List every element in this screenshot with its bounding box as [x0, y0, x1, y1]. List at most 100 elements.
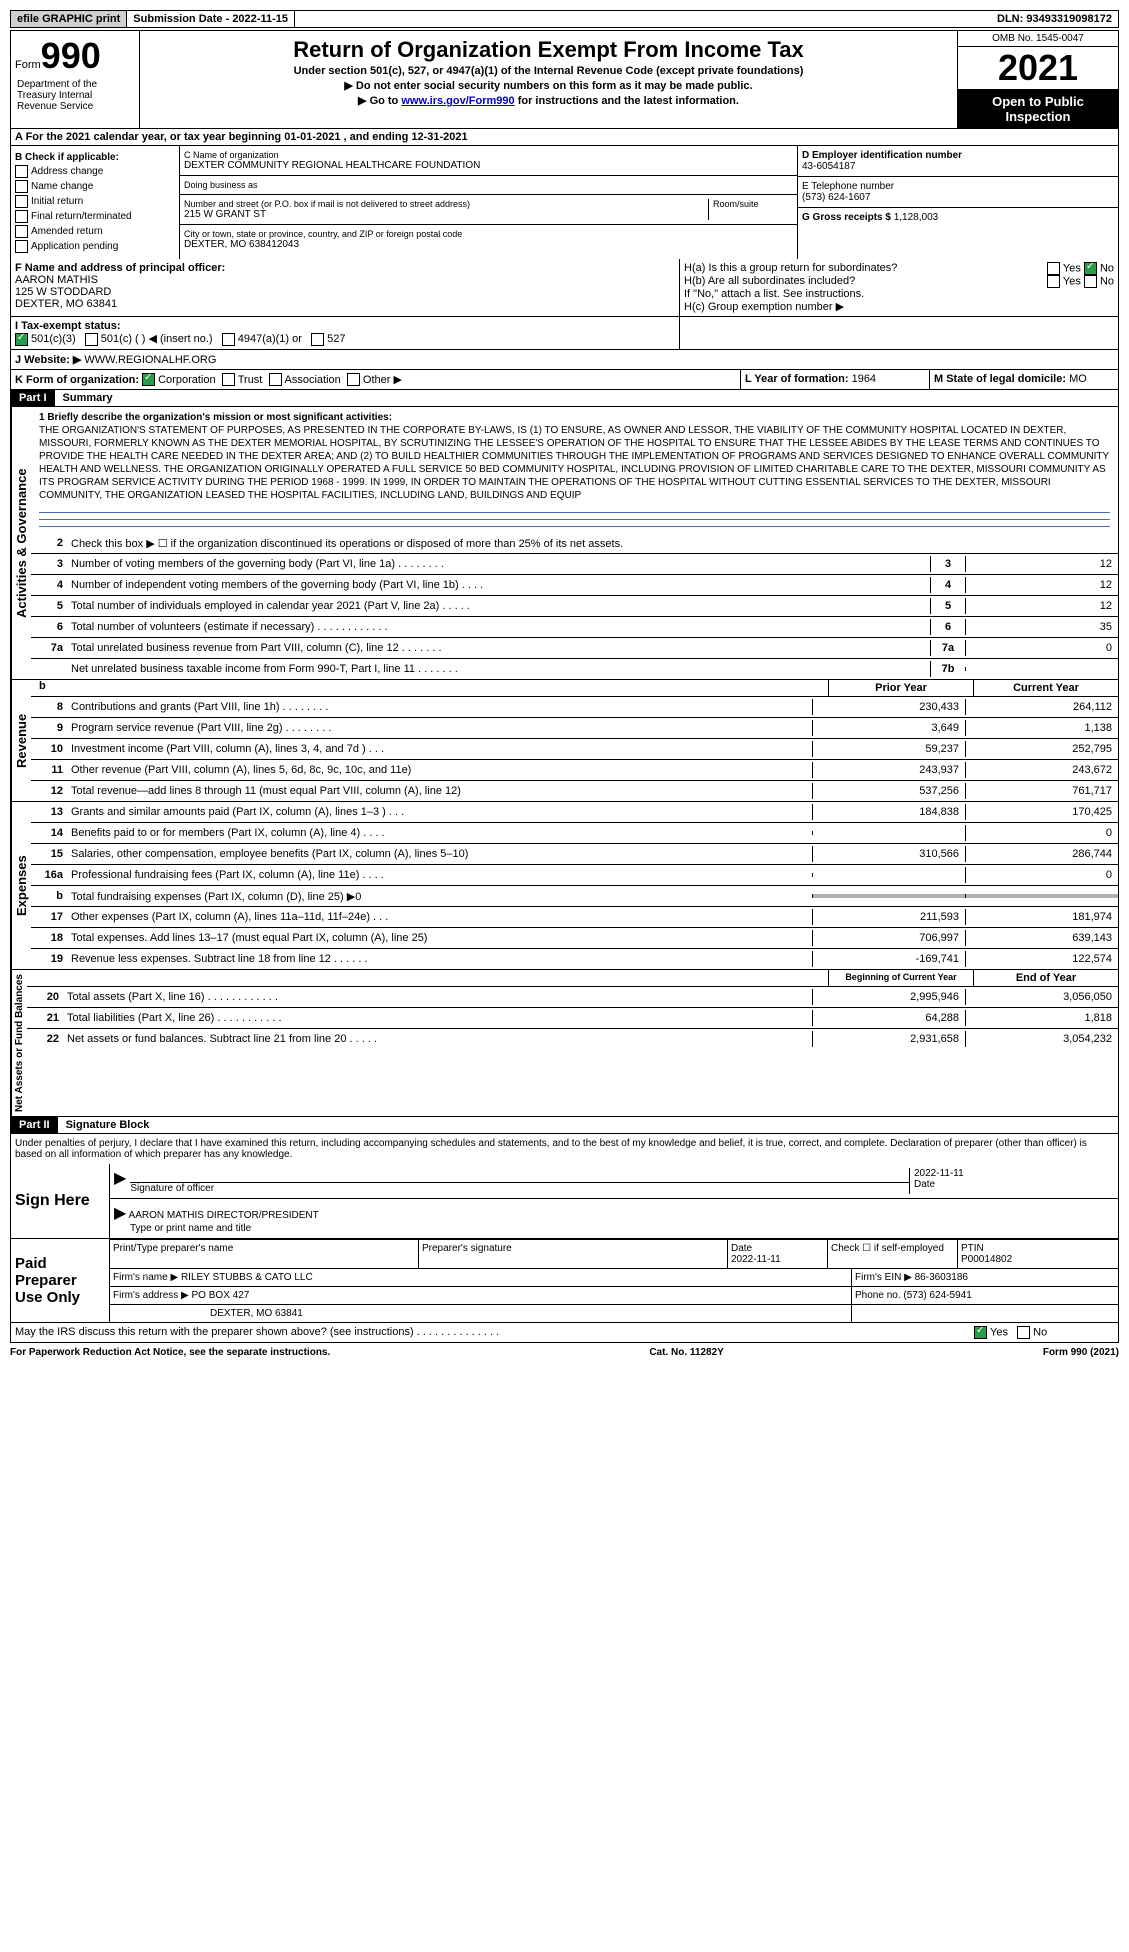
table-row: 15Salaries, other compensation, employee… [31, 844, 1118, 865]
page-footer: For Paperwork Reduction Act Notice, see … [10, 1343, 1119, 1362]
chk-initial: Initial return [15, 195, 175, 208]
checkbox-icon[interactable] [85, 333, 98, 346]
table-row: 20Total assets (Part X, line 16) . . . .… [27, 987, 1118, 1008]
irs-link[interactable]: www.irs.gov/Form990 [401, 95, 514, 107]
subtitle-3-pre: ▶ Go to [358, 95, 401, 107]
table-row: 21Total liabilities (Part X, line 26) . … [27, 1008, 1118, 1029]
footer-center: Cat. No. 11282Y [649, 1347, 723, 1358]
part-2-header: Part II Signature Block [10, 1117, 1119, 1134]
table-row: 10Investment income (Part VIII, column (… [31, 739, 1118, 760]
checkbox-icon[interactable] [15, 333, 28, 346]
phone-label: E Telephone number [802, 181, 1114, 192]
line-2: Check this box ▶ ☐ if the organization d… [67, 535, 1118, 552]
table-row: 14Benefits paid to or for members (Part … [31, 823, 1118, 844]
checkbox-icon[interactable] [347, 373, 360, 386]
checkbox-icon[interactable] [15, 210, 28, 223]
divider [39, 526, 1110, 527]
table-row: 5Total number of individuals employed in… [31, 596, 1118, 617]
part-1-badge: Part I [11, 390, 55, 406]
row-klm: K Form of organization: Corporation Trus… [10, 370, 1119, 391]
efile-print[interactable]: efile GRAPHIC print [11, 11, 127, 27]
row-i: I Tax-exempt status: 501(c)(3) 501(c) ( … [10, 317, 1119, 350]
org-name: DEXTER COMMUNITY REGIONAL HEALTHCARE FOU… [184, 160, 793, 171]
chk-address: Address change [15, 165, 175, 178]
checkbox-icon[interactable] [269, 373, 282, 386]
checkbox-icon[interactable] [1047, 262, 1060, 275]
col-headers-na: Beginning of Current Year End of Year [27, 970, 1118, 987]
checkbox-icon[interactable] [222, 333, 235, 346]
form-label: Form [15, 59, 41, 71]
col-begin: Beginning of Current Year [828, 970, 973, 986]
preparer-grid: Print/Type preparer's name Preparer's si… [110, 1239, 1118, 1269]
website-label: J Website: ▶ [15, 354, 81, 366]
table-row: 9Program service revenue (Part VIII, lin… [31, 718, 1118, 739]
vert-label-ag: Activities & Governance [11, 407, 31, 679]
table-row: 4Number of independent voting members of… [31, 575, 1118, 596]
hb-note: If "No," attach a list. See instructions… [684, 288, 1114, 300]
vert-label-exp: Expenses [11, 802, 31, 969]
sign-here-label: Sign Here [11, 1164, 110, 1238]
subtitle-3-post: for instructions and the latest informat… [515, 95, 739, 107]
footer-left: For Paperwork Reduction Act Notice, see … [10, 1347, 330, 1358]
checkbox-icon[interactable] [222, 373, 235, 386]
table-row: 19Revenue less expenses. Subtract line 1… [31, 949, 1118, 969]
section-net-assets: Net Assets or Fund Balances Beginning of… [10, 970, 1119, 1117]
part-1-title: Summary [55, 390, 121, 406]
checkbox-icon[interactable] [974, 1326, 987, 1339]
divider [39, 512, 1110, 513]
part-2-title: Signature Block [58, 1117, 158, 1133]
section-activities-governance: Activities & Governance 1 Briefly descri… [10, 407, 1119, 680]
tax-year: 2021 [958, 47, 1118, 90]
checkbox-icon[interactable] [1047, 275, 1060, 288]
sig-officer-label: Signature of officer [130, 1183, 909, 1194]
officer-printed: AARON MATHIS DIRECTOR/PRESIDENT [129, 1210, 319, 1221]
omb-number: OMB No. 1545-0047 [958, 31, 1118, 47]
pt-name-label: Print/Type preparer's name [110, 1240, 419, 1269]
checkbox-icon[interactable] [1017, 1326, 1030, 1339]
line-1-label: 1 Briefly describe the organization's mi… [39, 411, 1110, 424]
officer-type-label: Type or print name and title [114, 1223, 251, 1234]
part-2-badge: Part II [11, 1117, 58, 1133]
city-state-zip: DEXTER, MO 638412043 [184, 239, 793, 250]
col-current: Current Year [973, 680, 1118, 696]
firm-ein: 86-3603186 [915, 1272, 968, 1283]
gross-value: 1,128,003 [894, 212, 939, 223]
row-j: J Website: ▶ WWW.REGIONALHF.ORG [10, 350, 1119, 370]
year-formation-label: L Year of formation: [745, 373, 849, 385]
penalties-text: Under penalties of perjury, I declare th… [10, 1134, 1119, 1164]
chk-amended: Amended return [15, 225, 175, 238]
checkbox-icon[interactable] [142, 373, 155, 386]
state-label: M State of legal domicile: [934, 373, 1066, 385]
firm-addr1: PO BOX 427 [192, 1290, 250, 1301]
checkbox-icon[interactable] [15, 180, 28, 193]
col-headers-rev: b Prior Year Current Year [31, 680, 1118, 697]
right-info: D Employer identification number 43-6054… [798, 146, 1118, 259]
checkbox-icon[interactable] [1084, 262, 1097, 275]
submission-date: Submission Date - 2022-11-15 [127, 11, 295, 27]
ha-label: H(a) Is this a group return for subordin… [684, 262, 897, 275]
checkbox-icon[interactable] [15, 240, 28, 253]
table-row: 8Contributions and grants (Part VIII, li… [31, 697, 1118, 718]
checkbox-icon[interactable] [15, 225, 28, 238]
website-value: WWW.REGIONALHF.ORG [84, 354, 216, 366]
arrow-icon: ▶ [114, 1205, 126, 1222]
hb-label: H(b) Are all subordinates included? [684, 275, 855, 288]
discuss-row: May the IRS discuss this return with the… [10, 1323, 1119, 1343]
discuss-text: May the IRS discuss this return with the… [11, 1323, 970, 1342]
signature-block: Sign Here ▶ Signature of officer 2022-11… [10, 1164, 1119, 1323]
checkbox-icon[interactable] [15, 165, 28, 178]
state-value: MO [1069, 373, 1087, 385]
open-public-badge: Open to Public Inspection [958, 90, 1118, 128]
phone-value: (573) 624-1607 [802, 192, 1114, 203]
year-formation: 1964 [852, 373, 876, 385]
org-name-label: C Name of organization [184, 150, 793, 160]
gross-label: G Gross receipts $ [802, 212, 891, 223]
arrow-icon: ▶ [114, 1168, 126, 1194]
checkbox-icon[interactable] [15, 195, 28, 208]
table-row: Net unrelated business taxable income fr… [31, 659, 1118, 679]
checkbox-icon[interactable] [311, 333, 324, 346]
checkbox-icon[interactable] [1084, 275, 1097, 288]
form-title: Return of Organization Exempt From Incom… [144, 37, 953, 63]
officer-addr1: 125 W STODDARD [15, 286, 675, 298]
ptin: P00014802 [961, 1254, 1012, 1265]
